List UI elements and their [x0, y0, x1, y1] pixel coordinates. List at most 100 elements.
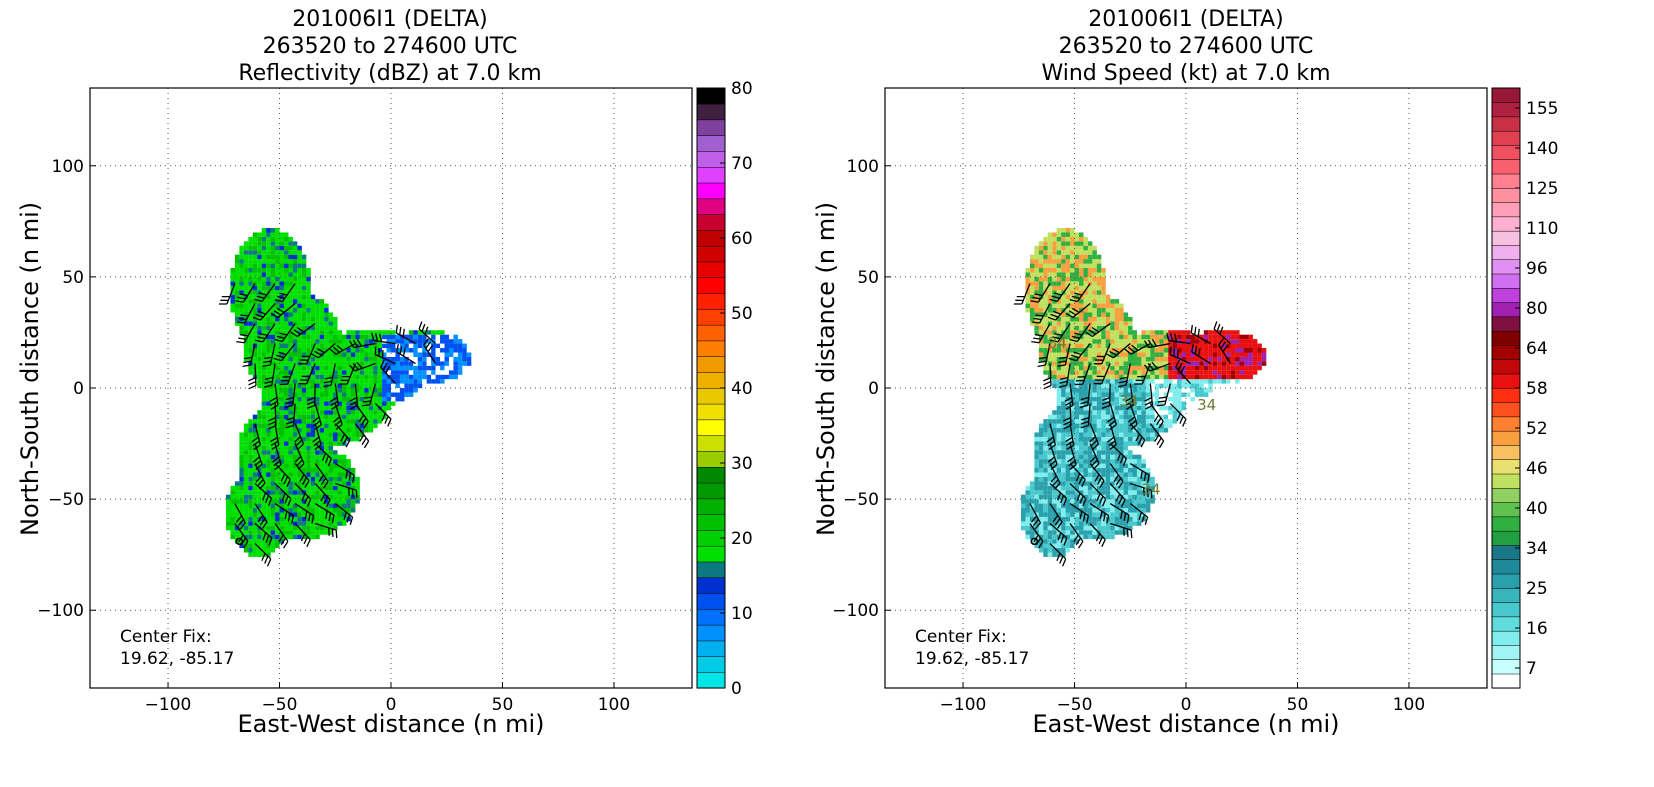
- center-fix-annotation: 19.62, -85.17: [915, 649, 1029, 669]
- colorbar-segment: [696, 482, 726, 500]
- colorbar-tick-label: 40: [731, 379, 753, 399]
- colorbar-segment: [696, 261, 726, 279]
- colorbar-tick-label: 52: [1526, 419, 1548, 439]
- colorbar-tick-label: 50: [731, 304, 753, 324]
- x-axis-label: East-West distance (n mi): [1032, 710, 1340, 738]
- colorbar-segment: [1491, 430, 1521, 446]
- y-tick-label: 50: [62, 268, 84, 288]
- colorbar-segment: [1491, 102, 1521, 118]
- colorbar-segment: [1491, 444, 1521, 460]
- wind-barbs: [1013, 283, 1232, 567]
- colorbar-segment: [1491, 359, 1521, 375]
- x-tick-label: 50: [1287, 695, 1309, 715]
- colorbar-segment: [1491, 259, 1521, 275]
- colorbar-segment: [1491, 573, 1521, 589]
- colorbar-segment: [1491, 116, 1521, 132]
- colorbar-tick-label: 58: [1526, 379, 1548, 399]
- y-tick-label: 100: [52, 157, 84, 177]
- contour-label: 34: [1048, 334, 1067, 352]
- colorbar-segment: [1491, 644, 1521, 660]
- chart-title-line-3: Wind Speed (kt) at 7.0 km: [1041, 61, 1331, 86]
- colorbar-segment: [696, 450, 726, 468]
- center-fix-marker: [235, 537, 244, 546]
- colorbar-tick-label: 155: [1526, 99, 1558, 119]
- grid: [885, 88, 1487, 688]
- contour-label: 34: [1141, 481, 1160, 499]
- colorbar-tick-label: 34: [1526, 539, 1548, 559]
- storm-field: [1021, 228, 1267, 557]
- y-tick-label: −50: [843, 490, 879, 510]
- colorbar-segment: [696, 150, 726, 168]
- colorbar-tick-label: 70: [731, 154, 753, 174]
- colorbar-tick-label: 25: [1526, 579, 1548, 599]
- colorbar-segment: [696, 324, 726, 342]
- colorbar-segment: [696, 466, 726, 484]
- colorbar-segment: [696, 514, 726, 531]
- colorbar-segment: [696, 403, 726, 421]
- colorbar-tick-label: 30: [731, 454, 753, 474]
- x-tick-label: 0: [386, 695, 397, 715]
- colorbar-segment: [696, 87, 726, 105]
- colorbar-tick-label: 16: [1526, 619, 1548, 639]
- colorbar-tick-label: 46: [1526, 459, 1548, 479]
- colorbar-segment: [1491, 87, 1521, 103]
- colorbar-segment: [696, 103, 726, 121]
- colorbar-segment: [696, 198, 726, 215]
- x-tick-label: −50: [1057, 695, 1093, 715]
- center-fix-annotation: 19.62, -85.17: [120, 649, 234, 669]
- colorbar-tick-label: 10: [731, 604, 753, 624]
- colorbar-segment: [1491, 402, 1521, 418]
- contour-label: 34: [1119, 392, 1138, 410]
- colorbar-segment: [696, 608, 726, 626]
- x-axis-label: East-West distance (n mi): [237, 710, 545, 738]
- x-tick-label: 100: [1393, 695, 1425, 715]
- colorbar-tick-label: 64: [1526, 339, 1548, 359]
- colorbar-segment: [1491, 487, 1521, 503]
- colorbar-tick-label: 7: [1526, 659, 1537, 679]
- colorbar-tick-label: 80: [1526, 299, 1548, 319]
- colorbar-segment: [696, 435, 726, 452]
- x-tick-label: −100: [145, 695, 192, 715]
- colorbar-segment: [1491, 630, 1521, 646]
- colorbar-segment: [1491, 216, 1521, 232]
- colorbar-segment: [1491, 587, 1521, 603]
- colorbar-segment: [696, 671, 726, 689]
- colorbar-segment: [1491, 273, 1521, 289]
- colorbar-segment: [1491, 673, 1521, 689]
- colorbar-segment: [1491, 344, 1521, 360]
- colorbar-segment: [1491, 330, 1521, 346]
- colorbar-segment: [696, 277, 726, 294]
- x-tick-label: −50: [262, 695, 298, 715]
- colorbar-segment: [1491, 502, 1521, 518]
- colorbar-segment: [1491, 416, 1521, 432]
- colorbar-segment: [1491, 202, 1521, 218]
- colorbar-segment: [1491, 144, 1521, 160]
- colorbar-segment: [1491, 187, 1521, 203]
- colorbar-segment: [696, 245, 726, 263]
- colorbar-segment: [1491, 602, 1521, 618]
- colorbar-tick-label: 80: [731, 79, 753, 99]
- colorbar-tick-label: 0: [731, 679, 742, 699]
- colorbar-segment: [1491, 616, 1521, 632]
- y-tick-label: 0: [73, 379, 84, 399]
- y-tick-label: −100: [832, 601, 879, 621]
- colorbar-tick-label: 110: [1526, 219, 1558, 239]
- chart-title-line-2: 263520 to 274600 UTC: [1058, 34, 1314, 59]
- colorbar-segment: [696, 356, 726, 373]
- colorbar-segment: [1491, 173, 1521, 189]
- y-tick-label: −50: [48, 490, 84, 510]
- wind-barbs: [218, 283, 437, 567]
- chart-title-line-3: Reflectivity (dBZ) at 7.0 km: [238, 61, 542, 86]
- colorbar-segment: [696, 387, 726, 405]
- x-tick-label: 50: [492, 695, 514, 715]
- colorbar-tick-label: 140: [1526, 139, 1558, 159]
- colorbar-segment: [1491, 544, 1521, 560]
- colorbar-segment: [1491, 459, 1521, 475]
- colorbar-segment: [696, 561, 726, 579]
- colorbar-segment: [1491, 473, 1521, 489]
- center-fix-annotation: Center Fix:: [120, 627, 212, 647]
- y-tick-label: −100: [37, 601, 84, 621]
- colorbar-segment: [696, 656, 726, 673]
- colorbar-segment: [1491, 230, 1521, 246]
